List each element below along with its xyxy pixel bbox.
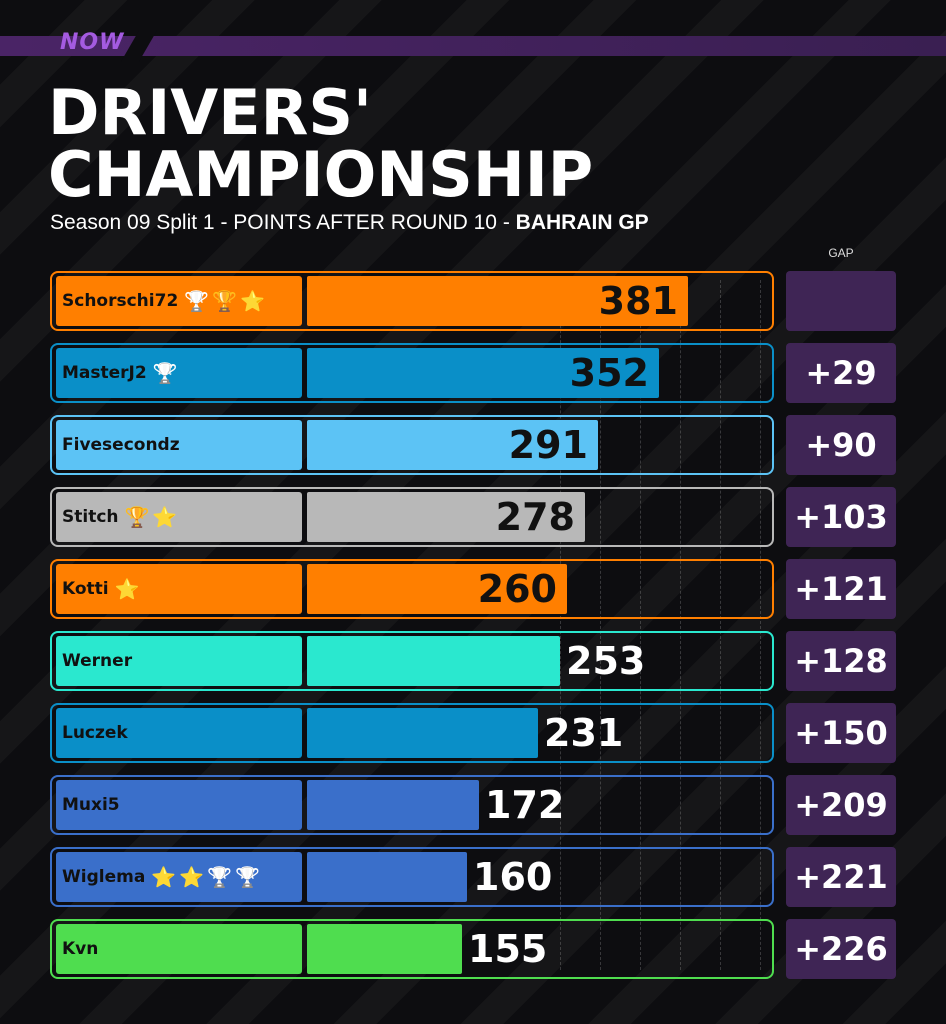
points-label: 352 — [569, 351, 649, 395]
gap-value: +221 — [786, 847, 896, 907]
row-frame — [50, 271, 774, 331]
gap-value: +103 — [786, 487, 896, 547]
points-bar — [307, 708, 538, 758]
driver-name-box: Fivesecondz — [56, 420, 302, 470]
subtitle-text: Season 09 Split 1 - POINTS AFTER ROUND 1… — [50, 211, 516, 234]
points-bar — [307, 780, 479, 830]
driver-name-box: Stitch 🏆 ⭐ — [56, 492, 302, 542]
brand-logo-text: NOW — [60, 30, 125, 55]
points-bar — [307, 420, 598, 470]
trophy-silver-icon: 🏆 — [184, 289, 210, 313]
points-label: 291 — [508, 423, 588, 467]
points-label: 231 — [544, 711, 624, 755]
row-frame — [50, 775, 774, 835]
row-frame — [50, 487, 774, 547]
driver-name-box: Wiglema ⭐ ⭐ 🏆 🏆 — [56, 852, 302, 902]
points-bar — [307, 564, 567, 614]
row-frame — [50, 415, 774, 475]
trophy-gold-icon: 🏆 — [212, 289, 238, 313]
trophy-gold-icon: 🏆 — [124, 505, 150, 529]
gap-value: +209 — [786, 775, 896, 835]
points-bar — [307, 276, 688, 326]
trophy-star-icon: ⭐ — [114, 577, 140, 601]
driver-name: Kvn — [62, 939, 99, 959]
gap-column-header: GAP — [828, 246, 854, 260]
gridline — [600, 280, 601, 970]
row-frame — [50, 703, 774, 763]
driver-name-box: Werner — [56, 636, 302, 686]
title-line-2: CHAMPIONSHIP — [48, 138, 594, 211]
row-frame — [50, 919, 774, 979]
points-label: 260 — [477, 567, 557, 611]
trophy-star-icon: ⭐ — [240, 289, 265, 313]
row-frame — [50, 847, 774, 907]
brand-logo: NOW — [60, 30, 124, 60]
gridline — [560, 280, 561, 970]
points-bar — [307, 924, 462, 974]
page-subtitle: Season 09 Split 1 - POINTS AFTER ROUND 1… — [50, 211, 649, 235]
driver-name-box: Schorschi72 🏆 🏆 ⭐ — [56, 276, 302, 326]
title-line-1: DRIVERS' — [48, 76, 372, 149]
trophy-silver-icon: 🏆 — [235, 865, 260, 889]
gap-value: +150 — [786, 703, 896, 763]
driver-name: Stitch — [62, 507, 119, 527]
points-bar — [307, 348, 659, 398]
gap-value — [786, 271, 896, 331]
row-frame — [50, 631, 774, 691]
gap-value: +121 — [786, 559, 896, 619]
points-label: 155 — [468, 927, 548, 971]
driver-name: Wiglema — [62, 867, 146, 887]
gap-value: +90 — [786, 415, 896, 475]
trophy-silver-icon: 🏆 — [152, 361, 178, 385]
driver-name-box: Luczek — [56, 708, 302, 758]
trophy-group: 🏆 — [153, 361, 181, 385]
gap-value: +226 — [786, 919, 896, 979]
top-accent-bar — [0, 36, 946, 56]
points-label: 160 — [473, 855, 553, 899]
trophy-star-icon: ⭐ — [152, 505, 178, 529]
driver-name: Luczek — [62, 723, 128, 743]
row-frame — [50, 343, 774, 403]
driver-name-box: Muxi5 — [56, 780, 302, 830]
trophy-group: 🏆 🏆 ⭐ — [184, 289, 268, 313]
trophy-star-icon: ⭐ — [151, 865, 177, 889]
gridline — [760, 280, 761, 970]
trophy-star-icon: ⭐ — [179, 865, 205, 889]
trophy-silver-icon: 🏆 — [207, 865, 233, 889]
driver-name: MasterJ2 — [62, 363, 147, 383]
trophy-group: ⭐ — [115, 577, 143, 601]
gridline — [640, 280, 641, 970]
driver-name-box: MasterJ2 🏆 — [56, 348, 302, 398]
driver-name: Fivesecondz — [62, 435, 180, 455]
driver-name-box: Kvn — [56, 924, 302, 974]
subtitle-gp: BAHRAIN GP — [515, 211, 649, 234]
points-label: 172 — [485, 783, 565, 827]
gridline — [680, 280, 681, 970]
gridline — [720, 280, 721, 970]
driver-name: Kotti — [62, 579, 109, 599]
row-frame — [50, 559, 774, 619]
driver-name: Muxi5 — [62, 795, 120, 815]
points-label: 278 — [495, 495, 575, 539]
points-label: 253 — [566, 639, 646, 683]
points-bar — [307, 492, 585, 542]
gap-value: +29 — [786, 343, 896, 403]
driver-name-box: Kotti ⭐ — [56, 564, 302, 614]
trophy-group: 🏆 ⭐ — [125, 505, 181, 529]
page-title: DRIVERS' CHAMPIONSHIP — [48, 82, 593, 206]
points-bar — [307, 636, 560, 686]
driver-name: Schorschi72 — [62, 291, 179, 311]
points-bar — [307, 852, 467, 902]
points-label: 381 — [598, 279, 678, 323]
driver-name: Werner — [62, 651, 133, 671]
gap-value: +128 — [786, 631, 896, 691]
trophy-group: ⭐ ⭐ 🏆 🏆 — [151, 865, 263, 889]
